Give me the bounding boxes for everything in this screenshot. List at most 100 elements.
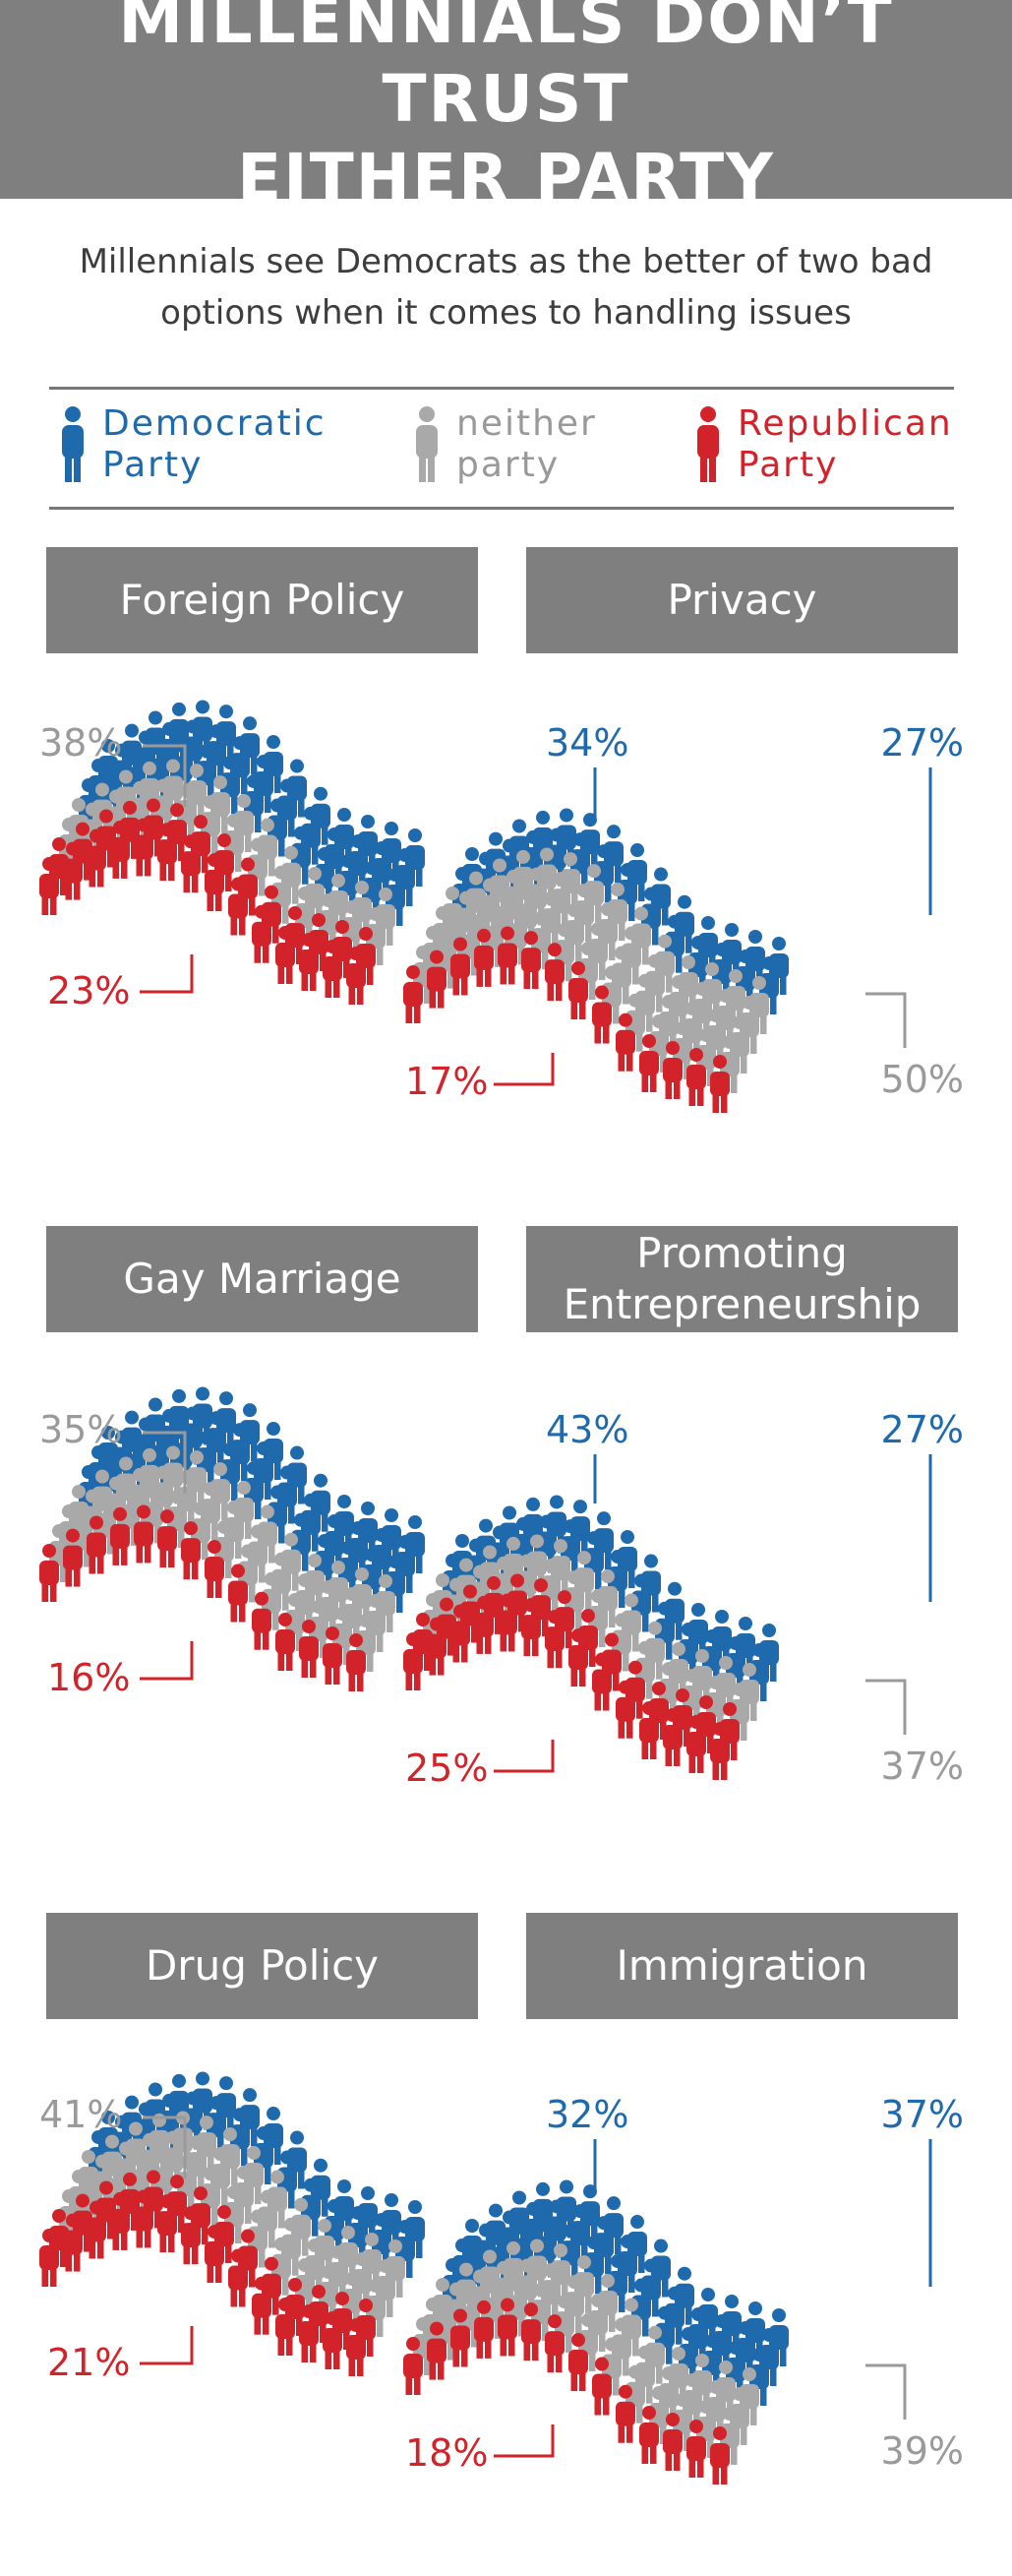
- person-icon: [686, 1048, 706, 1106]
- person-icon: [474, 1595, 494, 1654]
- person-icon: [134, 1504, 153, 1564]
- person-icon: [416, 406, 438, 482]
- person-icon: [299, 1620, 319, 1678]
- person-icon: [403, 1632, 423, 1690]
- person-icon: [639, 1034, 659, 1092]
- leader-neither-left: [143, 1431, 187, 1494]
- person-icon: [686, 1715, 706, 1773]
- person-icon: [205, 1540, 224, 1599]
- leader-republican-right: [494, 1053, 555, 1086]
- person-icon: [181, 834, 201, 893]
- person-icon: [592, 985, 612, 1044]
- subtitle-line-2: options when it comes to handling issues: [160, 293, 852, 333]
- person-icon: [697, 406, 719, 482]
- person-icon: [134, 2189, 153, 2248]
- label-democratic-right: 27%: [881, 1408, 964, 1451]
- chart-panel-gay-marriage-entrepreneurship: 35% 43% 16% 27% 37% 25%: [39, 1386, 964, 1790]
- label-neither-right: 39%: [881, 2429, 964, 2473]
- label-neither-right: 37%: [881, 1745, 964, 1788]
- person-icon: [87, 2200, 106, 2259]
- leader-republican-left: [140, 954, 194, 994]
- pictograph-left: [39, 1386, 425, 1691]
- person-icon: [252, 904, 271, 963]
- label-neither-right: 50%: [881, 1058, 964, 1101]
- person-icon: [346, 947, 366, 1005]
- legend-neither-label: neither party: [456, 403, 597, 485]
- person-icon: [252, 2276, 271, 2335]
- chart-title-privacy: Privacy: [526, 547, 958, 653]
- legend-top-rule: [49, 387, 954, 390]
- person-icon: [275, 926, 295, 984]
- person-icon: [427, 1617, 446, 1676]
- person-icon: [63, 841, 83, 900]
- person-icon: [157, 823, 177, 882]
- person-icon: [616, 2384, 635, 2443]
- person-icon: [62, 406, 84, 482]
- person-icon: [228, 1564, 248, 1623]
- title-line-2: EITHER PARTY: [237, 140, 775, 215]
- person-icon: [616, 1680, 635, 1739]
- person-icon: [323, 2311, 342, 2369]
- leader-republican-right: [494, 2424, 555, 2458]
- legend-republican-label: Republican Party: [738, 403, 953, 485]
- person-icon: [110, 1506, 130, 1565]
- person-icon: [450, 2308, 470, 2367]
- person-icon: [87, 1515, 106, 1574]
- label-democratic-left: 43%: [546, 1408, 628, 1451]
- person-icon: [157, 1509, 177, 1568]
- label-neither-left: 41%: [39, 2093, 122, 2136]
- person-icon: [228, 877, 248, 936]
- person-icon: [592, 2357, 612, 2416]
- chart-title-immigration: Immigration: [526, 1913, 958, 2019]
- chart-title-gay-marriage: Gay Marriage: [46, 1226, 478, 1332]
- chart-title-promoting-entrepreneurship: Promoting Entrepreneurship: [526, 1226, 958, 1332]
- person-icon: [87, 828, 106, 888]
- label-democratic-left: 32%: [546, 2093, 628, 2136]
- person-icon: [427, 2321, 446, 2380]
- title-line-1: MILLENNIALS DON’T TRUST: [118, 0, 894, 137]
- person-icon: [710, 2426, 730, 2484]
- person-icon: [686, 2420, 706, 2478]
- person-icon: [568, 1628, 588, 1687]
- label-republican-left: 23%: [47, 969, 130, 1012]
- person-icon: [275, 2298, 295, 2356]
- chart-title-foreign-policy: Foreign Policy: [46, 547, 478, 653]
- person-icon: [39, 1544, 59, 1602]
- person-icon: [521, 2302, 541, 2361]
- person-icon: [205, 2225, 224, 2284]
- person-icon: [427, 950, 446, 1009]
- subtitle: Millennials see Democrats as the better …: [39, 236, 973, 338]
- person-icon: [568, 961, 588, 1020]
- person-icon: [545, 1610, 565, 1669]
- pictograph-left: [39, 700, 425, 1005]
- leader-neither-right: [865, 992, 907, 1048]
- person-icon: [710, 1722, 730, 1780]
- person-icon: [252, 1591, 271, 1650]
- person-icon: [346, 1633, 366, 1691]
- leader-republican-left: [140, 1641, 194, 1681]
- person-icon: [63, 2213, 83, 2272]
- person-icon: [181, 1521, 201, 1580]
- person-icon: [323, 940, 342, 998]
- person-icon: [403, 2337, 423, 2395]
- legend-neither: neither party: [413, 403, 597, 486]
- person-icon: [521, 1598, 541, 1657]
- person-icon: [205, 853, 224, 912]
- person-icon: [498, 2298, 517, 2357]
- person-icon: [474, 2300, 494, 2359]
- person-icon: [323, 1626, 342, 1685]
- person-icon: [275, 1613, 295, 1671]
- person-icon: [110, 820, 130, 879]
- legend-bottom-rule: [49, 507, 954, 510]
- title-banner: MILLENNIALS DON’T TRUST EITHER PARTY: [0, 0, 1012, 215]
- person-icon: [639, 1701, 659, 1759]
- person-icon: [299, 933, 319, 991]
- pictograph-right: [403, 2179, 789, 2484]
- person-icon: [450, 937, 470, 996]
- subtitle-line-1: Millennials see Democrats as the better …: [79, 242, 933, 281]
- leader-neither-left: [143, 744, 187, 807]
- pictograph-right: [403, 1495, 779, 1780]
- person-icon: [616, 1012, 635, 1072]
- person-icon: [592, 1652, 612, 1711]
- person-icon: [181, 2206, 201, 2265]
